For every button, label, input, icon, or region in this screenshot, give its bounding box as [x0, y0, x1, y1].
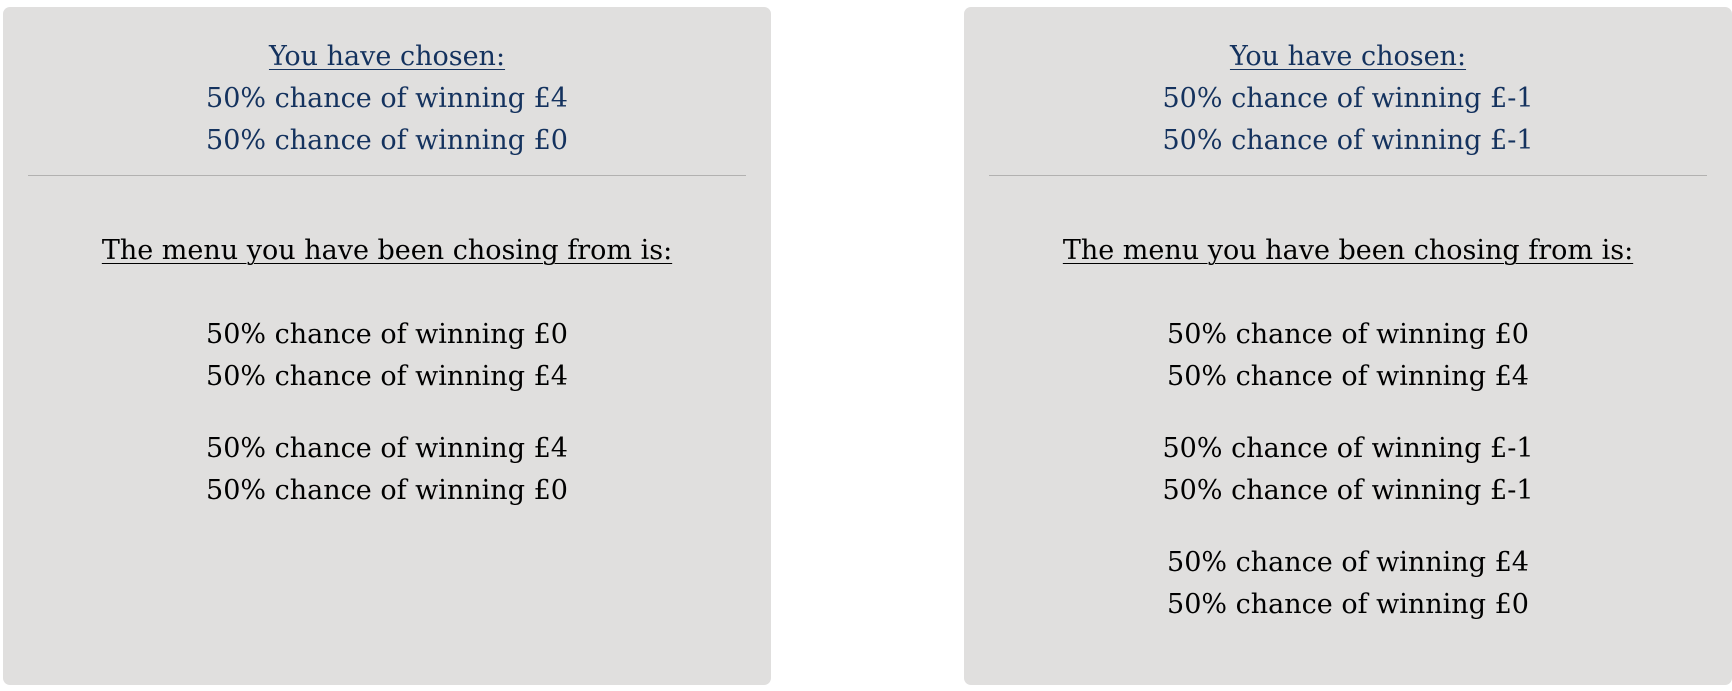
chosen-line: 50% chance of winning £-1	[1162, 83, 1534, 114]
chosen-heading: You have chosen:	[268, 41, 506, 72]
menu-option: 50% chance of winning £-1 50% chance of …	[964, 428, 1732, 512]
divider	[989, 175, 1707, 176]
chosen-line: 50% chance of winning £-1	[1162, 125, 1534, 156]
option-line: 50% chance of winning £4	[1167, 361, 1529, 392]
option-line: 50% chance of winning £4	[206, 361, 568, 392]
option-line: 50% chance of winning £0	[206, 475, 568, 506]
divider	[28, 175, 746, 176]
menu-option: 50% chance of winning £0 50% chance of w…	[3, 314, 771, 398]
option-line: 50% chance of winning £-1	[1162, 433, 1534, 464]
option-line: 50% chance of winning £-1	[1162, 475, 1534, 506]
option-line: 50% chance of winning £4	[1167, 547, 1529, 578]
menu-option: 50% chance of winning £0 50% chance of w…	[964, 314, 1732, 398]
chosen-summary: You have chosen: 50% chance of winning £…	[3, 7, 771, 162]
option-line: 50% chance of winning £0	[1167, 589, 1529, 620]
option-line: 50% chance of winning £0	[206, 319, 568, 350]
menu-option: 50% chance of winning £4 50% chance of w…	[964, 542, 1732, 626]
option-line: 50% chance of winning £4	[206, 433, 568, 464]
menu-heading: The menu you have been chosing from is:	[101, 235, 673, 266]
option-line: 50% chance of winning £0	[1167, 319, 1529, 350]
chosen-line: 50% chance of winning £4	[206, 83, 568, 114]
choice-panel-right: You have chosen: 50% chance of winning £…	[964, 7, 1732, 685]
menu-heading: The menu you have been chosing from is:	[1062, 235, 1634, 266]
chosen-heading: You have chosen:	[1229, 41, 1467, 72]
chosen-summary: You have chosen: 50% chance of winning £…	[964, 7, 1732, 162]
choice-panel-left: You have chosen: 50% chance of winning £…	[3, 7, 771, 685]
menu-option: 50% chance of winning £4 50% chance of w…	[3, 428, 771, 512]
chosen-line: 50% chance of winning £0	[206, 125, 568, 156]
